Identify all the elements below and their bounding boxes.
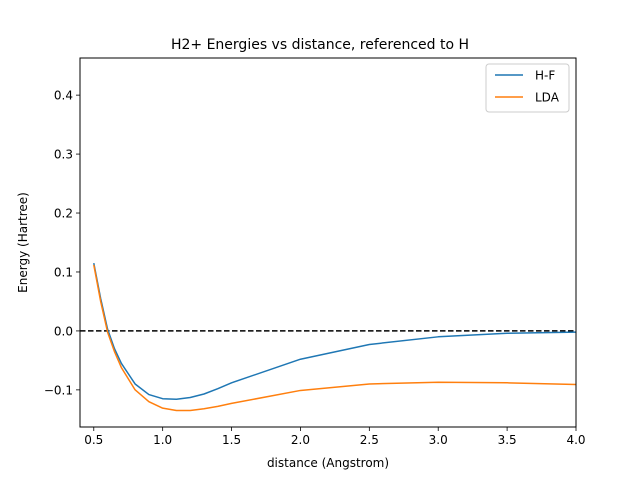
y-tick-label: 0.3 (54, 148, 73, 162)
series-layer (93, 262, 576, 412)
legend-label-hf: H-F (535, 69, 555, 83)
x-axis-ticks: 0.5 1.0 1.5 2.0 2.5 3.0 3.5 4.0 (84, 427, 586, 447)
x-tick-label: 2.0 (291, 433, 310, 447)
x-tick-label: 0.5 (84, 433, 103, 447)
plot-frame (79, 57, 577, 428)
x-axis-label: distance (Angstrom) (267, 456, 389, 470)
series-line-lda (93, 264, 576, 412)
y-tick-label: 0.1 (54, 265, 73, 279)
x-tick-label: 1.0 (153, 433, 172, 447)
y-axis-label: Energy (Hartree) (16, 192, 30, 293)
y-tick-label: −0.1 (44, 383, 73, 397)
chart-title: H2+ Energies vs distance, referenced to … (171, 37, 469, 53)
legend-frame (485, 63, 570, 113)
legend: H-F LDA (485, 63, 570, 113)
y-tick-label: 0.2 (54, 207, 73, 221)
series-line-hf (93, 262, 576, 401)
x-tick-label: 2.5 (360, 433, 379, 447)
x-tick-label: 4.0 (566, 433, 585, 447)
y-tick-label: 0.0 (54, 324, 73, 338)
x-tick-label: 3.5 (498, 433, 517, 447)
y-axis-ticks: −0.1 0.0 0.1 0.2 0.3 0.4 (44, 89, 80, 397)
x-tick-label: 1.5 (222, 433, 241, 447)
x-tick-label: 3.0 (429, 433, 448, 447)
legend-label-lda: LDA (535, 91, 560, 105)
y-tick-label: 0.4 (54, 89, 73, 103)
